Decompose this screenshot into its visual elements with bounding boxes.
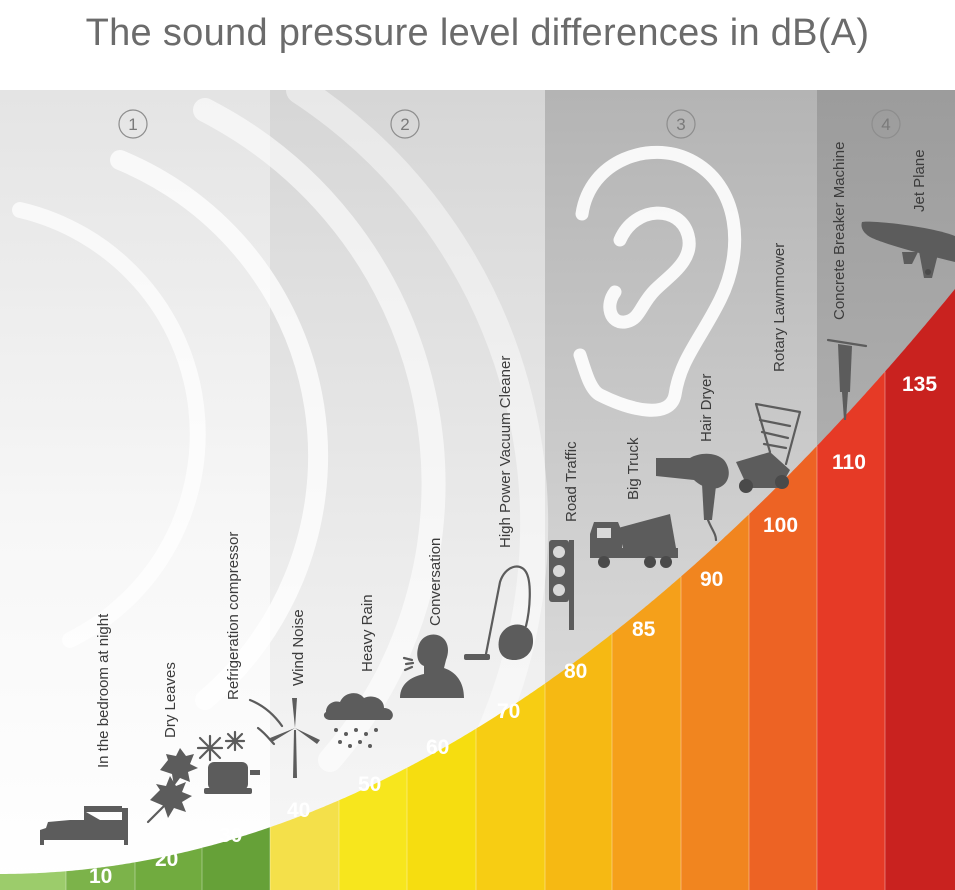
- level-label-40: Wind Noise: [290, 609, 307, 686]
- level-value-110: 110: [832, 451, 866, 474]
- level-value-70: 70: [497, 700, 520, 723]
- hair-dryer-icon: [656, 453, 729, 542]
- level-column-50: [339, 767, 407, 890]
- level-label-10: In the bedroom at night: [95, 613, 112, 768]
- leaves-icon: [146, 748, 198, 824]
- level-column-135: [885, 289, 955, 890]
- zone-1-badge: [118, 109, 148, 139]
- zone-3-badge: [666, 109, 696, 139]
- level-value-10: 10: [89, 865, 112, 888]
- level-value-80: 80: [564, 660, 587, 683]
- page-title: The sound pressure level differences in …: [85, 12, 870, 54]
- level-label-80: Road Traffic: [563, 441, 580, 522]
- level-value-60: 60: [426, 736, 449, 759]
- airplane-icon: [861, 221, 955, 278]
- zone-4-number: 4: [881, 115, 890, 134]
- level-label-70: High Power Vacuum Cleaner: [497, 356, 514, 548]
- level-column-85: [612, 576, 681, 890]
- level-column-70: [476, 683, 545, 890]
- vacuum-cleaner-icon: [464, 565, 534, 660]
- level-value-85: 85: [632, 618, 656, 641]
- level-label-60: Conversation: [427, 538, 444, 626]
- level-column-40: [270, 800, 339, 890]
- lead-in-band: [0, 871, 66, 890]
- level-label-85: Big Truck: [625, 437, 642, 500]
- level-column-100: [749, 445, 817, 890]
- level-column-80: [545, 633, 612, 890]
- level-value-135: 135: [902, 373, 937, 396]
- rain-cloud-icon: [323, 693, 393, 748]
- level-column-60: [407, 728, 476, 890]
- level-value-50: 50: [358, 773, 381, 796]
- level-value-30: 30: [219, 824, 242, 847]
- jackhammer-icon: [826, 338, 868, 420]
- level-label-90: Hair Dryer: [698, 374, 715, 442]
- lawnmower-icon: [736, 402, 802, 493]
- zone-4-badge: [871, 109, 901, 139]
- level-label-20: Dry Leaves: [162, 662, 179, 738]
- level-label-100: Rotary Lawnmower: [771, 243, 788, 372]
- level-label-50: Heavy Rain: [359, 594, 376, 672]
- level-column-10: [66, 862, 135, 890]
- zone-1-number: 1: [128, 115, 137, 134]
- level-label-135: Jet Plane: [911, 149, 928, 212]
- level-value-40: 40: [287, 799, 310, 822]
- truck-icon: [590, 514, 678, 568]
- level-label-110: Concrete Breaker Machine: [831, 142, 848, 320]
- level-column-20: [135, 847, 202, 890]
- level-value-20: 20: [155, 848, 178, 871]
- level-value-90: 90: [700, 568, 723, 591]
- level-column-110: [817, 371, 885, 890]
- wind-turbine-icon: [248, 698, 320, 778]
- sound-wave-arcs: [12, 76, 549, 814]
- traffic-light-icon: [549, 540, 574, 630]
- person-talking-icon: [400, 634, 464, 698]
- level-column-30: [202, 827, 270, 890]
- level-label-30: Refrigeration compressor: [225, 532, 242, 700]
- level-value-100: 100: [763, 514, 798, 537]
- zone-2-badge: [390, 109, 420, 139]
- ear-icon: [573, 145, 742, 417]
- level-column-90: [681, 514, 749, 890]
- bed-icon: [40, 772, 128, 845]
- compressor-icon: [196, 730, 260, 794]
- zone-2-number: 2: [400, 115, 409, 134]
- zone-3-number: 3: [676, 115, 685, 134]
